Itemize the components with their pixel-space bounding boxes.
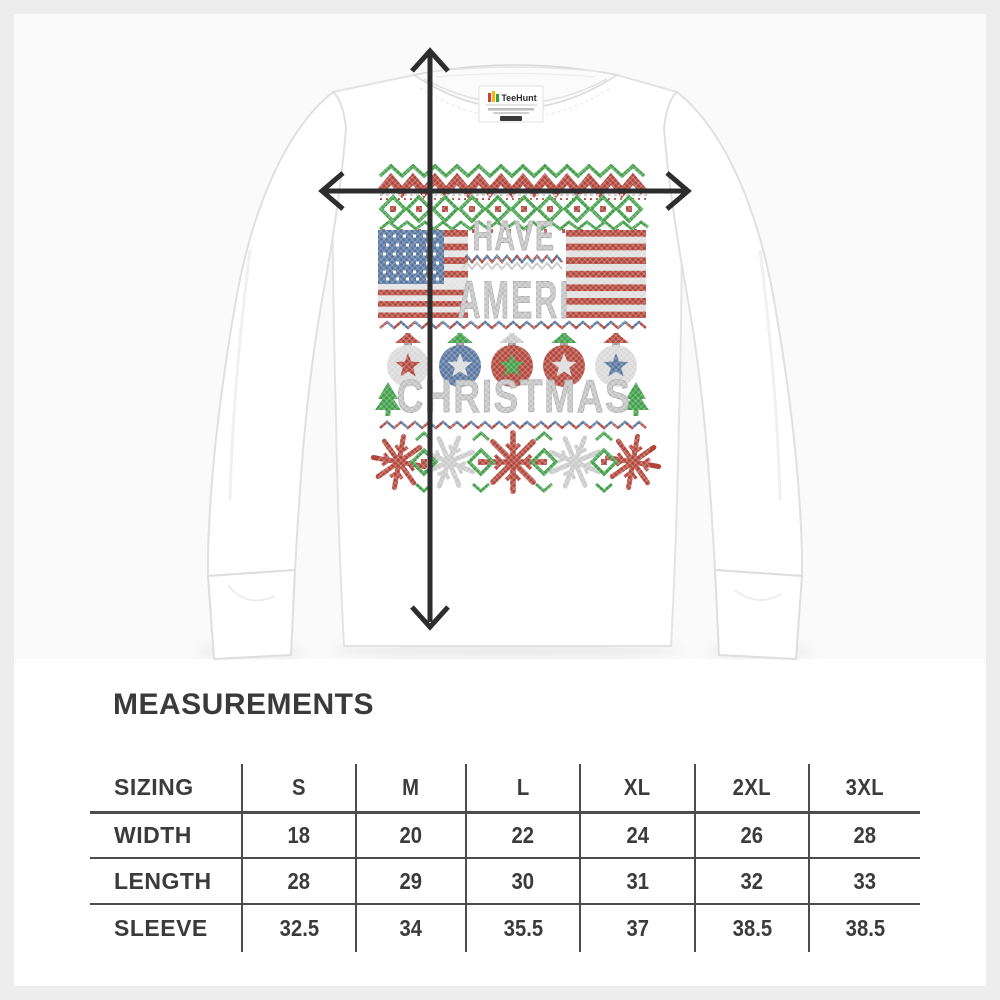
header-size-2xl: 2XL bbox=[694, 764, 809, 812]
design-separator-zigzag bbox=[379, 320, 647, 330]
measurement-arrows bbox=[318, 47, 692, 631]
cell-value: 18 bbox=[241, 812, 356, 858]
cell-value: 28 bbox=[241, 858, 356, 904]
ornament bbox=[387, 333, 429, 387]
design-flag-left bbox=[378, 230, 468, 318]
length-arrow-icon bbox=[410, 47, 450, 631]
measurements-heading: MEASUREMENTS bbox=[113, 688, 375, 721]
row-label: LENGTH bbox=[114, 867, 212, 894]
label-size-tag bbox=[500, 116, 522, 121]
row-label: WIDTH bbox=[114, 821, 192, 848]
width-arrow-icon bbox=[318, 171, 692, 211]
cell-value: 38.5 bbox=[694, 904, 809, 952]
snowflake-row bbox=[369, 428, 663, 496]
cell-value: 32.5 bbox=[241, 904, 356, 952]
table-row-length: LENGTH 28 29 30 31 32 33 bbox=[90, 858, 920, 904]
cell-value: 35.5 bbox=[465, 904, 580, 952]
header-size-l: L bbox=[465, 764, 580, 812]
table-header-row: SIZING S M L XL 2XL 3XL bbox=[90, 764, 920, 812]
cell-value: 22 bbox=[465, 812, 580, 858]
cell-value: 30 bbox=[465, 858, 580, 904]
cell-value: 20 bbox=[355, 812, 466, 858]
left-sleeve bbox=[206, 90, 348, 660]
cell-value: 31 bbox=[579, 858, 695, 904]
brand-name: TeeHunt bbox=[501, 93, 536, 103]
design-text-have: HAVE bbox=[472, 213, 555, 260]
content-sheet: TeeHunt bbox=[14, 14, 986, 986]
design-flag-right bbox=[566, 230, 646, 318]
table-row-width: WIDTH 18 20 22 24 26 28 bbox=[90, 812, 920, 858]
header-size-m: M bbox=[355, 764, 466, 812]
design-mini-zigzag bbox=[461, 254, 563, 271]
cell-value: 38.5 bbox=[808, 904, 920, 952]
ornament bbox=[439, 333, 481, 387]
table-row-sleeve: SLEEVE 32.5 34 35.5 37 38.5 38.5 bbox=[90, 904, 920, 952]
cell-value: 32 bbox=[694, 858, 809, 904]
size-table: SIZING S M L XL 2XL 3XL WIDTH 18 20 22 2… bbox=[90, 764, 920, 952]
header-sizing: SIZING bbox=[114, 773, 194, 800]
right-sleeve bbox=[662, 90, 804, 660]
ornament bbox=[543, 333, 585, 387]
design-text-christmas: CHRISTMAS bbox=[397, 370, 632, 422]
left-cuff bbox=[206, 568, 297, 660]
cell-value: 37 bbox=[579, 904, 695, 952]
cell-value: 34 bbox=[355, 904, 466, 952]
ornament bbox=[491, 333, 533, 387]
header-size-xl: XL bbox=[579, 764, 695, 812]
ornament-row bbox=[387, 333, 637, 387]
header-size-s: S bbox=[241, 764, 356, 812]
design-text-ameri: AMERI bbox=[458, 272, 571, 330]
header-size-3xl: 3XL bbox=[808, 764, 920, 812]
brand-logo-icon bbox=[488, 91, 499, 102]
row-label: SLEEVE bbox=[114, 915, 208, 941]
cell-value: 26 bbox=[694, 812, 809, 858]
cell-value: 28 bbox=[808, 812, 920, 858]
design-lattice-border bbox=[379, 195, 649, 233]
cell-value: 33 bbox=[808, 858, 920, 904]
neck-label: TeeHunt bbox=[478, 85, 544, 123]
design-separator-zigzag bbox=[379, 420, 647, 430]
label-fineprint-line bbox=[493, 112, 529, 114]
ornament bbox=[595, 333, 637, 387]
cell-value: 29 bbox=[355, 858, 466, 904]
cell-value: 24 bbox=[579, 812, 695, 858]
label-fineprint-line bbox=[488, 108, 534, 111]
product-photo: TeeHunt bbox=[14, 14, 986, 660]
